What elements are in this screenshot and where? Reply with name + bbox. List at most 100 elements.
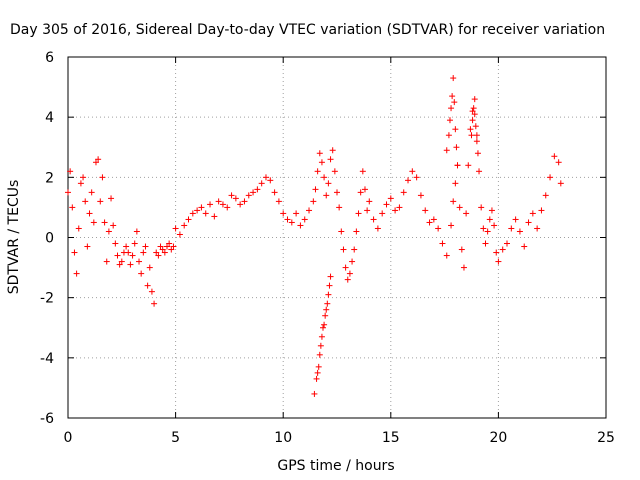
data-point xyxy=(478,204,485,211)
data-point xyxy=(73,270,80,277)
data-point xyxy=(327,273,334,280)
data-point xyxy=(516,228,523,235)
data-point xyxy=(105,228,112,235)
data-point xyxy=(82,198,89,205)
data-point xyxy=(446,117,453,124)
x-tick-label: 10 xyxy=(274,430,292,446)
data-point xyxy=(542,192,549,199)
data-point xyxy=(146,264,153,271)
data-point xyxy=(469,108,476,115)
data-point xyxy=(198,204,205,211)
data-point xyxy=(75,225,82,232)
data-point xyxy=(525,219,532,226)
data-point xyxy=(170,243,177,250)
data-point xyxy=(288,219,295,226)
data-point xyxy=(450,198,457,205)
data-point xyxy=(118,258,125,265)
data-point xyxy=(493,249,500,256)
x-tick-label: 25 xyxy=(597,430,615,446)
data-point xyxy=(476,168,483,175)
data-point xyxy=(313,375,320,382)
data-point xyxy=(215,198,222,205)
x-tick-label: 20 xyxy=(489,430,507,446)
data-point xyxy=(228,192,235,199)
data-point xyxy=(499,246,506,253)
data-point xyxy=(557,180,564,187)
data-point xyxy=(443,252,450,259)
data-point xyxy=(202,210,209,217)
data-point xyxy=(297,222,304,229)
data-point xyxy=(353,228,360,235)
data-point xyxy=(366,198,373,205)
data-point xyxy=(445,132,452,139)
x-tick-label: 15 xyxy=(382,430,400,446)
y-tick-label: 2 xyxy=(45,170,54,186)
data-point xyxy=(504,240,511,247)
data-point xyxy=(452,180,459,187)
data-point xyxy=(329,147,336,154)
data-point xyxy=(262,174,269,181)
data-point xyxy=(435,225,442,232)
data-point xyxy=(101,219,108,226)
data-point xyxy=(334,189,340,196)
data-point xyxy=(306,207,313,214)
data-point xyxy=(301,216,308,223)
data-point xyxy=(114,252,121,259)
data-point xyxy=(181,222,188,229)
data-point xyxy=(471,111,478,118)
data-point xyxy=(473,132,480,139)
data-point xyxy=(491,222,498,229)
data-point xyxy=(219,201,226,208)
data-point xyxy=(469,117,476,124)
data-point xyxy=(189,210,196,217)
tick-labels: 0 5 10 15 20 25 -6 -4 -2 0 2 4 6 xyxy=(40,50,615,446)
data-point xyxy=(555,159,562,166)
y-axis-title: SDTVAR / TECUs xyxy=(6,180,22,295)
data-point xyxy=(474,150,481,157)
data-point xyxy=(449,93,456,100)
data-point xyxy=(67,168,74,175)
data-point xyxy=(250,189,257,196)
plot-frame xyxy=(67,56,607,419)
data-point xyxy=(450,75,457,82)
data-point xyxy=(480,225,487,232)
data-point xyxy=(426,219,433,226)
data-point xyxy=(166,240,173,247)
data-point xyxy=(103,258,110,265)
data-point xyxy=(551,153,558,160)
data-point xyxy=(77,180,84,187)
data-point xyxy=(508,225,515,232)
data-point xyxy=(417,192,424,199)
data-point xyxy=(185,216,192,223)
data-point xyxy=(374,225,381,232)
data-point xyxy=(237,201,244,208)
data-point xyxy=(271,189,278,196)
data-point xyxy=(314,168,321,175)
data-point xyxy=(110,222,117,229)
data-point xyxy=(194,207,201,214)
data-point xyxy=(359,168,366,175)
data-point xyxy=(176,231,183,238)
data-point xyxy=(71,249,78,256)
data-point xyxy=(99,174,106,181)
y-tick-label: -4 xyxy=(40,351,54,367)
data-point xyxy=(133,228,140,235)
data-point xyxy=(129,252,136,259)
data-point xyxy=(97,198,104,205)
data-point xyxy=(495,258,502,265)
data-point xyxy=(108,195,115,202)
data-point xyxy=(207,201,214,208)
data-point xyxy=(392,207,399,214)
data-point xyxy=(325,180,332,187)
y-tick-label: -2 xyxy=(40,291,54,307)
data-point xyxy=(321,174,328,181)
data-point xyxy=(448,222,455,229)
data-point xyxy=(453,144,460,151)
data-point xyxy=(84,243,91,250)
data-point xyxy=(340,246,347,253)
data-point xyxy=(314,369,321,376)
data-point xyxy=(448,105,455,112)
data-point xyxy=(521,243,528,250)
data-point xyxy=(254,186,261,193)
data-point xyxy=(342,264,349,271)
